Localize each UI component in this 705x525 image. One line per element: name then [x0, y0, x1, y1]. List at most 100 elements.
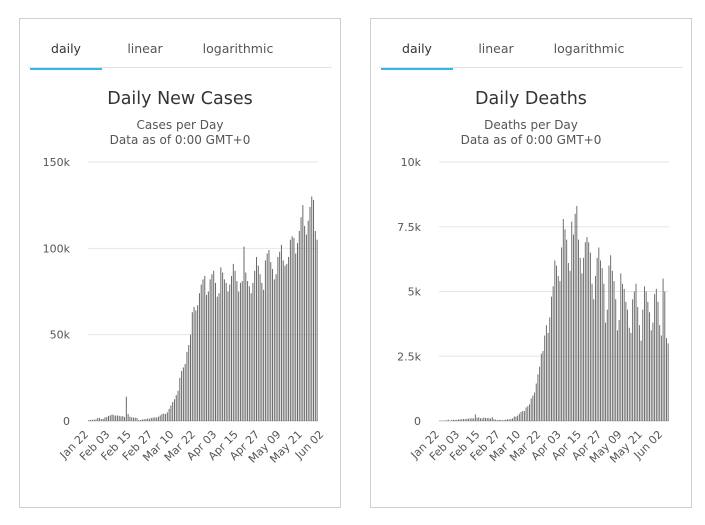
bar[interactable] [615, 299, 617, 421]
bar[interactable] [542, 351, 544, 421]
bar[interactable] [478, 417, 480, 421]
bar[interactable] [245, 272, 247, 421]
bar[interactable] [108, 415, 109, 421]
bar[interactable] [501, 420, 503, 421]
bar[interactable] [93, 419, 95, 421]
bar[interactable] [313, 199, 315, 421]
bar[interactable] [593, 299, 595, 421]
bar[interactable] [229, 284, 231, 421]
bar[interactable] [659, 325, 661, 421]
bar[interactable] [250, 293, 252, 421]
bar[interactable] [149, 418, 151, 421]
bar[interactable] [459, 419, 461, 421]
bar[interactable] [197, 305, 199, 421]
bar[interactable] [664, 291, 666, 422]
bar[interactable] [298, 231, 300, 421]
bar[interactable] [556, 265, 558, 421]
bar[interactable] [109, 415, 111, 421]
bar[interactable] [500, 420, 502, 421]
bar[interactable] [517, 415, 519, 421]
bar[interactable] [633, 291, 635, 422]
bar[interactable] [446, 420, 448, 421]
bar[interactable] [122, 416, 124, 421]
bar[interactable] [302, 205, 304, 421]
bar[interactable] [539, 366, 541, 421]
bar[interactable] [544, 335, 546, 421]
bar[interactable] [195, 310, 197, 421]
bar[interactable] [623, 288, 625, 421]
bar[interactable] [481, 418, 483, 421]
bar[interactable] [498, 419, 500, 421]
bar[interactable] [473, 418, 475, 421]
bar[interactable] [311, 196, 313, 421]
bar[interactable] [452, 419, 454, 421]
bar[interactable] [605, 322, 607, 421]
bar[interactable] [461, 419, 463, 421]
bar[interactable] [549, 317, 551, 421]
bar[interactable] [628, 327, 630, 421]
bar[interactable] [513, 416, 515, 421]
tab-logarithmic[interactable]: logarithmic [192, 19, 284, 69]
bar[interactable] [576, 206, 578, 421]
bar[interactable] [168, 408, 170, 421]
bar[interactable] [537, 374, 539, 421]
bar[interactable] [131, 417, 133, 421]
bar[interactable] [255, 256, 257, 421]
bar[interactable] [523, 411, 525, 421]
bar[interactable] [97, 418, 99, 421]
bar[interactable] [645, 291, 647, 422]
bar[interactable] [588, 242, 590, 421]
bar[interactable] [483, 417, 485, 421]
bar[interactable] [496, 420, 498, 421]
bar[interactable] [177, 390, 179, 421]
bar[interactable] [649, 312, 651, 421]
bar[interactable] [447, 419, 449, 421]
bar[interactable] [289, 239, 291, 421]
bar[interactable] [206, 294, 208, 421]
bar[interactable] [545, 325, 547, 421]
bar[interactable] [190, 334, 192, 421]
bar[interactable] [491, 417, 493, 421]
bar[interactable] [104, 417, 106, 421]
bar[interactable] [277, 256, 279, 421]
bar[interactable] [314, 231, 316, 421]
bar[interactable] [150, 417, 152, 421]
bar[interactable] [282, 260, 284, 421]
bar[interactable] [234, 270, 236, 421]
bar[interactable] [307, 220, 309, 421]
bar[interactable] [186, 351, 188, 421]
bar[interactable] [657, 301, 659, 421]
bar[interactable] [552, 286, 554, 421]
bar[interactable] [88, 420, 90, 421]
bar[interactable] [457, 419, 459, 421]
bar[interactable] [667, 343, 669, 421]
bar[interactable] [540, 353, 542, 421]
bar[interactable] [90, 419, 92, 421]
bar[interactable] [305, 234, 307, 421]
tab-linear[interactable]: linear [112, 19, 178, 69]
bar[interactable] [579, 257, 581, 421]
bar[interactable] [270, 262, 272, 421]
bar[interactable] [127, 414, 129, 421]
tab-logarithmic[interactable]: logarithmic [543, 19, 635, 69]
bar[interactable] [620, 273, 622, 421]
tab-daily[interactable]: daily [30, 19, 102, 70]
bar[interactable] [304, 225, 306, 421]
bar[interactable] [241, 281, 243, 421]
bar[interactable] [188, 345, 190, 421]
bar[interactable] [527, 406, 529, 421]
bar[interactable] [261, 282, 263, 421]
bar[interactable] [471, 418, 473, 421]
bar[interactable] [618, 319, 620, 421]
bar[interactable] [647, 301, 649, 421]
bar[interactable] [613, 281, 615, 421]
bar[interactable] [518, 413, 520, 421]
bar[interactable] [550, 296, 552, 421]
bar[interactable] [173, 399, 175, 421]
bar[interactable] [179, 377, 181, 421]
bar[interactable] [202, 279, 204, 421]
bar[interactable] [232, 263, 234, 421]
bar[interactable] [209, 279, 211, 421]
bar[interactable] [136, 418, 138, 421]
bar[interactable] [220, 267, 222, 421]
